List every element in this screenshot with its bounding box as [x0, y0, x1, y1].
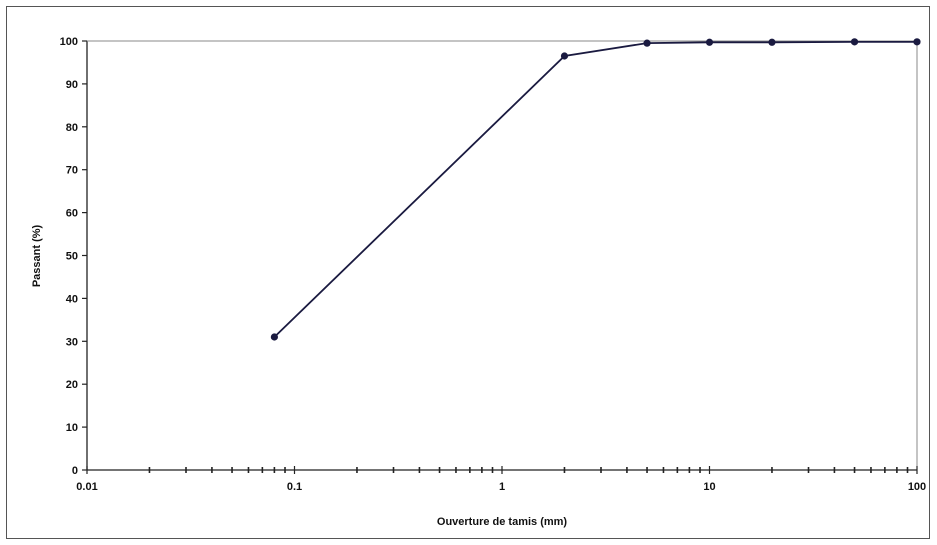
x-tick-label: 100	[908, 481, 926, 493]
x-tick-label: 0.1	[287, 481, 302, 493]
y-tick-label: 30	[66, 336, 78, 348]
y-tick-label: 100	[60, 36, 78, 48]
y-tick-label: 80	[66, 122, 78, 134]
x-tick-label: 1	[499, 481, 505, 493]
y-axis-title: Passant (%)	[31, 224, 43, 287]
y-tick-label: 70	[66, 165, 78, 177]
data-point	[705, 38, 714, 46]
chart-frame	[6, 6, 930, 539]
data-point	[913, 38, 921, 46]
y-tick-label: 60	[66, 208, 78, 220]
y-tick-label: 20	[66, 379, 78, 391]
x-tick-label: 10	[703, 481, 715, 493]
axes: 0 10 20 30 40 50 60 70 80 90 100 0.01 0.1 1 10 100	[60, 36, 927, 493]
data-point	[768, 38, 776, 46]
data-point	[270, 333, 278, 341]
data-point	[850, 38, 859, 46]
y-tick-label: 40	[66, 293, 78, 305]
series-line	[273, 41, 917, 338]
series-layer	[270, 38, 921, 341]
data-point	[560, 52, 569, 60]
y-tick-label: 50	[66, 251, 78, 263]
y-tick-label: 90	[66, 79, 78, 91]
data-point	[643, 39, 651, 47]
y-tick-label: 10	[66, 422, 78, 434]
x-axis-title: Ouverture de tamis (mm)	[437, 516, 568, 528]
y-tick-label: 0	[72, 465, 78, 477]
x-tick-label: 0.01	[76, 481, 97, 493]
